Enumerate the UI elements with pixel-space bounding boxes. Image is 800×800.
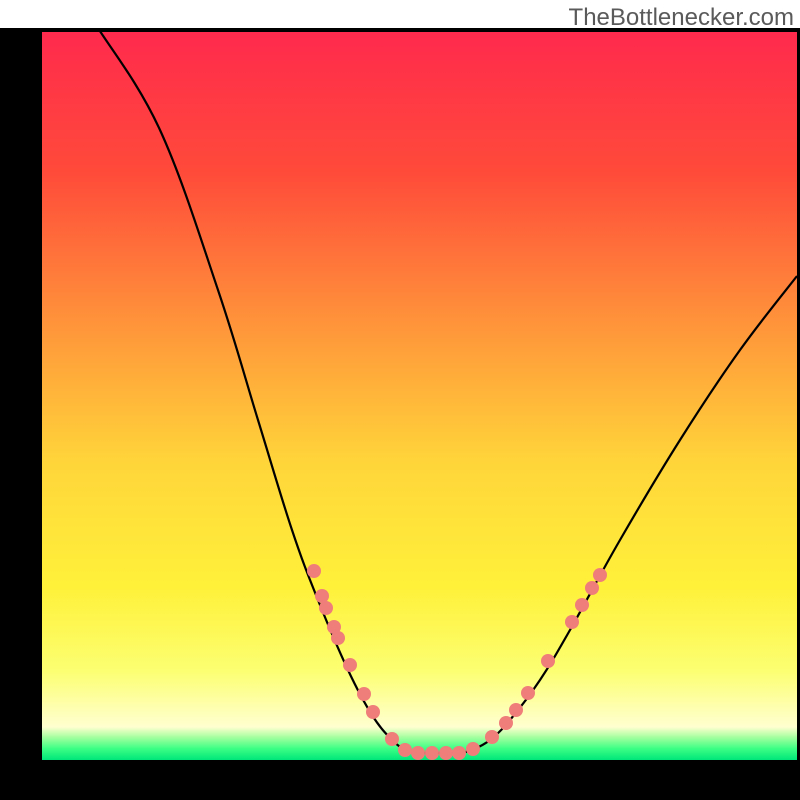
watermark-text: TheBottlenecker.com — [569, 4, 794, 32]
chart-container: TheBottlenecker.com — [0, 0, 800, 800]
chart-plot-area — [42, 32, 797, 760]
optimal-zone-green-band — [42, 727, 797, 760]
heat-gradient-background — [42, 32, 797, 727]
